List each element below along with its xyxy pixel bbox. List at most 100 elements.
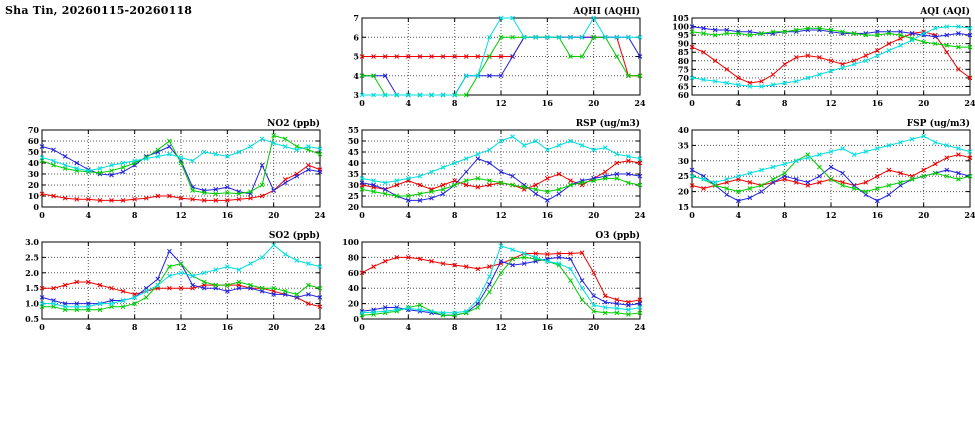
x-tick-label: 12 bbox=[825, 210, 836, 220]
y-tick-label: 85 bbox=[678, 47, 689, 57]
y-tick-label: 40 bbox=[348, 283, 360, 293]
x-tick-label: 8 bbox=[452, 98, 458, 108]
aqi-series-green-markers bbox=[689, 25, 973, 50]
x-tick-label: 12 bbox=[495, 210, 506, 220]
chart-title: NO2 (ppb) bbox=[267, 118, 320, 129]
x-tick-label: 0 bbox=[689, 98, 695, 108]
y-tick-label: 70 bbox=[678, 73, 690, 83]
x-tick-label: 4 bbox=[86, 322, 92, 332]
no2-series-green-markers bbox=[39, 133, 323, 197]
chart-no2: 0 10 20 30 40 50 60 70 0 4 8 12 16 20 24 NO2 (ppb) bbox=[14, 117, 328, 229]
plot-frame bbox=[361, 241, 641, 320]
x-tick-label: 8 bbox=[782, 98, 788, 108]
x-tick-label: 16 bbox=[222, 210, 234, 220]
x-tick-label: 16 bbox=[542, 322, 554, 332]
x-tick-label: 0 bbox=[359, 98, 365, 108]
fsp-series-red-line bbox=[691, 154, 971, 190]
no2-series-blue-markers bbox=[39, 144, 323, 197]
chart-title: FSP (ug/m3) bbox=[907, 118, 970, 129]
y-tick-label: 25 bbox=[678, 171, 689, 181]
x-tick-label: 12 bbox=[825, 98, 836, 108]
y-tick-label: 20 bbox=[28, 180, 40, 190]
x-tick-label: 20 bbox=[918, 210, 930, 220]
y-tick-label: 0 bbox=[353, 314, 359, 324]
y-tick-label: 0 bbox=[33, 202, 39, 212]
y-tick-label: 40 bbox=[348, 158, 360, 168]
x-tick-label: 8 bbox=[452, 322, 458, 332]
x-tick-label: 16 bbox=[872, 210, 884, 220]
y-tick-label: 4 bbox=[353, 71, 359, 81]
x-tick-label: 20 bbox=[588, 322, 600, 332]
y-tick-label: 100 bbox=[672, 22, 689, 32]
chart-aqi: 60 65 70 75 80 85 90 95 100 105 0 4 8 12 16 20 24 AQI (AQ… bbox=[664, 5, 975, 117]
y-tick-label: 20 bbox=[348, 299, 360, 309]
no2-series-red-markers bbox=[39, 162, 323, 203]
chart-o3-plot: 0 20 40 60 80 100 0 4 8 12 16 20 24 O3 (ppb) bbox=[342, 230, 646, 332]
y-tick-label: 0.5 bbox=[25, 314, 39, 324]
x-tick-label: 24 bbox=[964, 98, 975, 108]
so2-series-blue-line bbox=[41, 250, 321, 305]
chart-rsp: 20 25 30 35 40 45 50 55 0 4 8 12 16 20 24 RSP (ug/m3) bbox=[334, 117, 648, 229]
y-tick-label: 75 bbox=[678, 64, 689, 74]
x-tick-label: 4 bbox=[406, 322, 412, 332]
x-tick-label: 12 bbox=[495, 322, 506, 332]
o3-series-blue-markers bbox=[359, 255, 643, 318]
x-tick-label: 4 bbox=[736, 98, 742, 108]
y-tick-label: 35 bbox=[678, 140, 689, 150]
x-tick-label: 8 bbox=[782, 210, 788, 220]
chart-title: AQI (AQI) bbox=[919, 6, 970, 17]
y-tick-label: 50 bbox=[348, 136, 360, 146]
x-tick-label: 16 bbox=[542, 98, 554, 108]
x-tick-label: 16 bbox=[542, 210, 554, 220]
plot-frame bbox=[361, 129, 641, 208]
chart-title: O3 (ppb) bbox=[595, 230, 640, 241]
x-tick-label: 16 bbox=[222, 322, 234, 332]
x-tick-label: 12 bbox=[495, 98, 506, 108]
y-tick-label: 45 bbox=[348, 147, 359, 157]
y-tick-label: 55 bbox=[348, 125, 359, 135]
y-tick-label: 50 bbox=[28, 147, 40, 157]
y-tick-label: 25 bbox=[348, 191, 359, 201]
x-tick-label: 12 bbox=[175, 210, 186, 220]
chart-title: RSP (ug/m3) bbox=[576, 118, 640, 129]
x-tick-label: 0 bbox=[689, 210, 695, 220]
x-tick-label: 20 bbox=[588, 98, 600, 108]
y-tick-label: 40 bbox=[28, 158, 40, 168]
x-tick-label: 24 bbox=[314, 322, 326, 332]
y-tick-label: 90 bbox=[678, 39, 690, 49]
y-tick-label: 10 bbox=[28, 191, 40, 201]
y-tick-label: 80 bbox=[678, 56, 690, 66]
aqi-series-cyan-markers bbox=[689, 24, 973, 89]
y-tick-label: 20 bbox=[348, 202, 360, 212]
x-tick-label: 12 bbox=[175, 322, 186, 332]
o3-series-cyan-markers bbox=[359, 243, 643, 316]
x-tick-label: 0 bbox=[39, 322, 45, 332]
chart-aqhi-plot: 3 4 5 6 7 0 4 8 12 16 20 24 AQHI (AQHI) bbox=[353, 6, 646, 108]
rsp-series-green-markers bbox=[359, 176, 643, 199]
x-tick-label: 24 bbox=[634, 98, 646, 108]
x-tick-label: 4 bbox=[736, 210, 742, 220]
y-tick-label: 15 bbox=[678, 202, 689, 212]
so2-series-cyan-markers bbox=[39, 242, 323, 310]
y-tick-label: 6 bbox=[353, 32, 359, 42]
x-tick-label: 8 bbox=[132, 322, 138, 332]
y-tick-label: 3 bbox=[353, 90, 359, 100]
no2-series-red-line bbox=[41, 164, 321, 201]
chart-so2: 0.5 1.0 1.5 2.0 2.5 3.0 0 4 8 12 16 20 24 SO2 (ppb) bbox=[14, 229, 328, 341]
y-tick-label: 2.5 bbox=[25, 252, 39, 262]
x-tick-label: 0 bbox=[39, 210, 45, 220]
x-tick-label: 20 bbox=[268, 210, 280, 220]
x-tick-label: 24 bbox=[634, 210, 646, 220]
x-tick-label: 16 bbox=[872, 98, 884, 108]
y-tick-label: 60 bbox=[28, 136, 40, 146]
x-tick-label: 0 bbox=[359, 210, 365, 220]
y-tick-label: 20 bbox=[678, 187, 690, 197]
y-tick-label: 60 bbox=[678, 90, 690, 100]
no2-series-cyan-markers bbox=[39, 136, 323, 174]
chart-o3: 0 20 40 60 80 100 0 4 8 12 16 20 24 O3 (ppb) bbox=[334, 229, 648, 341]
x-tick-label: 4 bbox=[406, 98, 412, 108]
y-tick-label: 40 bbox=[678, 125, 690, 135]
y-tick-label: 105 bbox=[672, 13, 689, 23]
